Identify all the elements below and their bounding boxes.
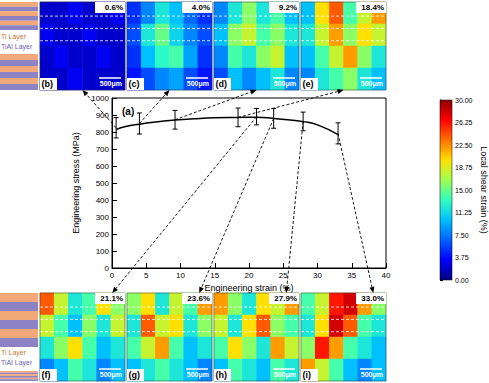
- svg-text:10: 10: [176, 271, 185, 280]
- svg-text:(b): (b): [42, 79, 54, 89]
- svg-text:15.00: 15.00: [455, 187, 473, 194]
- svg-text:25: 25: [279, 271, 288, 280]
- svg-text:900: 900: [95, 110, 109, 120]
- svg-text:0: 0: [110, 271, 115, 280]
- svg-text:(f): (f): [42, 370, 51, 380]
- svg-text:3.75: 3.75: [455, 254, 469, 261]
- svg-text:400: 400: [96, 196, 110, 205]
- svg-text:5: 5: [144, 271, 149, 280]
- svg-text:(i): (i): [303, 370, 312, 380]
- svg-text:11.25: 11.25: [455, 209, 472, 216]
- svg-text:22.50: 22.50: [455, 142, 473, 149]
- svg-text:500μm: 500μm: [100, 80, 122, 88]
- svg-text:100: 100: [96, 247, 110, 256]
- svg-text:500μm: 500μm: [187, 80, 209, 88]
- svg-text:600: 600: [96, 162, 110, 171]
- svg-text:21.1%: 21.1%: [100, 294, 123, 303]
- svg-text:500μm: 500μm: [274, 80, 296, 88]
- svg-text:700: 700: [96, 145, 110, 154]
- svg-text:Engineering stress (MPa): Engineering stress (MPa): [71, 132, 81, 234]
- svg-text:27.9%: 27.9%: [274, 294, 297, 303]
- svg-text:30.00: 30.00: [455, 97, 473, 104]
- svg-text:500μm: 500μm: [187, 371, 209, 379]
- svg-text:(g): (g): [129, 370, 141, 380]
- svg-text:9.2%: 9.2%: [279, 3, 297, 12]
- svg-text:500μm: 500μm: [361, 80, 383, 88]
- svg-text:0.00: 0.00: [455, 277, 469, 284]
- svg-text:500μm: 500μm: [361, 371, 383, 379]
- svg-text:800: 800: [96, 128, 110, 137]
- svg-text:(h): (h): [216, 370, 228, 380]
- svg-text:Engineering strain (%): Engineering strain (%): [204, 283, 293, 293]
- svg-text:(d): (d): [216, 79, 228, 89]
- svg-text:30: 30: [313, 271, 322, 280]
- svg-text:0.6%: 0.6%: [105, 3, 123, 12]
- svg-text:500μm: 500μm: [100, 371, 122, 379]
- svg-text:33.0%: 33.0%: [361, 294, 384, 303]
- svg-text:200: 200: [96, 230, 110, 239]
- svg-text:1000: 1000: [91, 94, 109, 103]
- svg-text:Ti Layer: Ti Layer: [1, 349, 27, 357]
- svg-text:300: 300: [96, 213, 110, 222]
- svg-text:35: 35: [347, 271, 356, 280]
- svg-text:(c): (c): [129, 79, 140, 89]
- svg-text:0: 0: [104, 263, 109, 273]
- svg-text:TiAl Layer: TiAl Layer: [1, 359, 33, 367]
- svg-text:18.75: 18.75: [455, 164, 473, 171]
- svg-text:23.6%: 23.6%: [187, 294, 210, 303]
- svg-text:20: 20: [245, 271, 254, 280]
- svg-text:40: 40: [382, 271, 391, 280]
- svg-text:18.4%: 18.4%: [361, 3, 384, 12]
- svg-text:15: 15: [210, 271, 219, 280]
- svg-text:7.50: 7.50: [455, 232, 469, 239]
- svg-text:500: 500: [96, 179, 110, 188]
- svg-text:TiAl Layer: TiAl Layer: [1, 43, 33, 51]
- svg-text:(a): (a): [122, 106, 134, 117]
- svg-text:(e): (e): [303, 79, 314, 89]
- svg-text:Local shear strain (%): Local shear strain (%): [479, 146, 489, 234]
- svg-text:26.25: 26.25: [455, 119, 473, 126]
- svg-text:Ti Layer: Ti Layer: [1, 33, 27, 41]
- svg-text:500μm: 500μm: [274, 371, 296, 379]
- svg-text:4.0%: 4.0%: [192, 3, 210, 12]
